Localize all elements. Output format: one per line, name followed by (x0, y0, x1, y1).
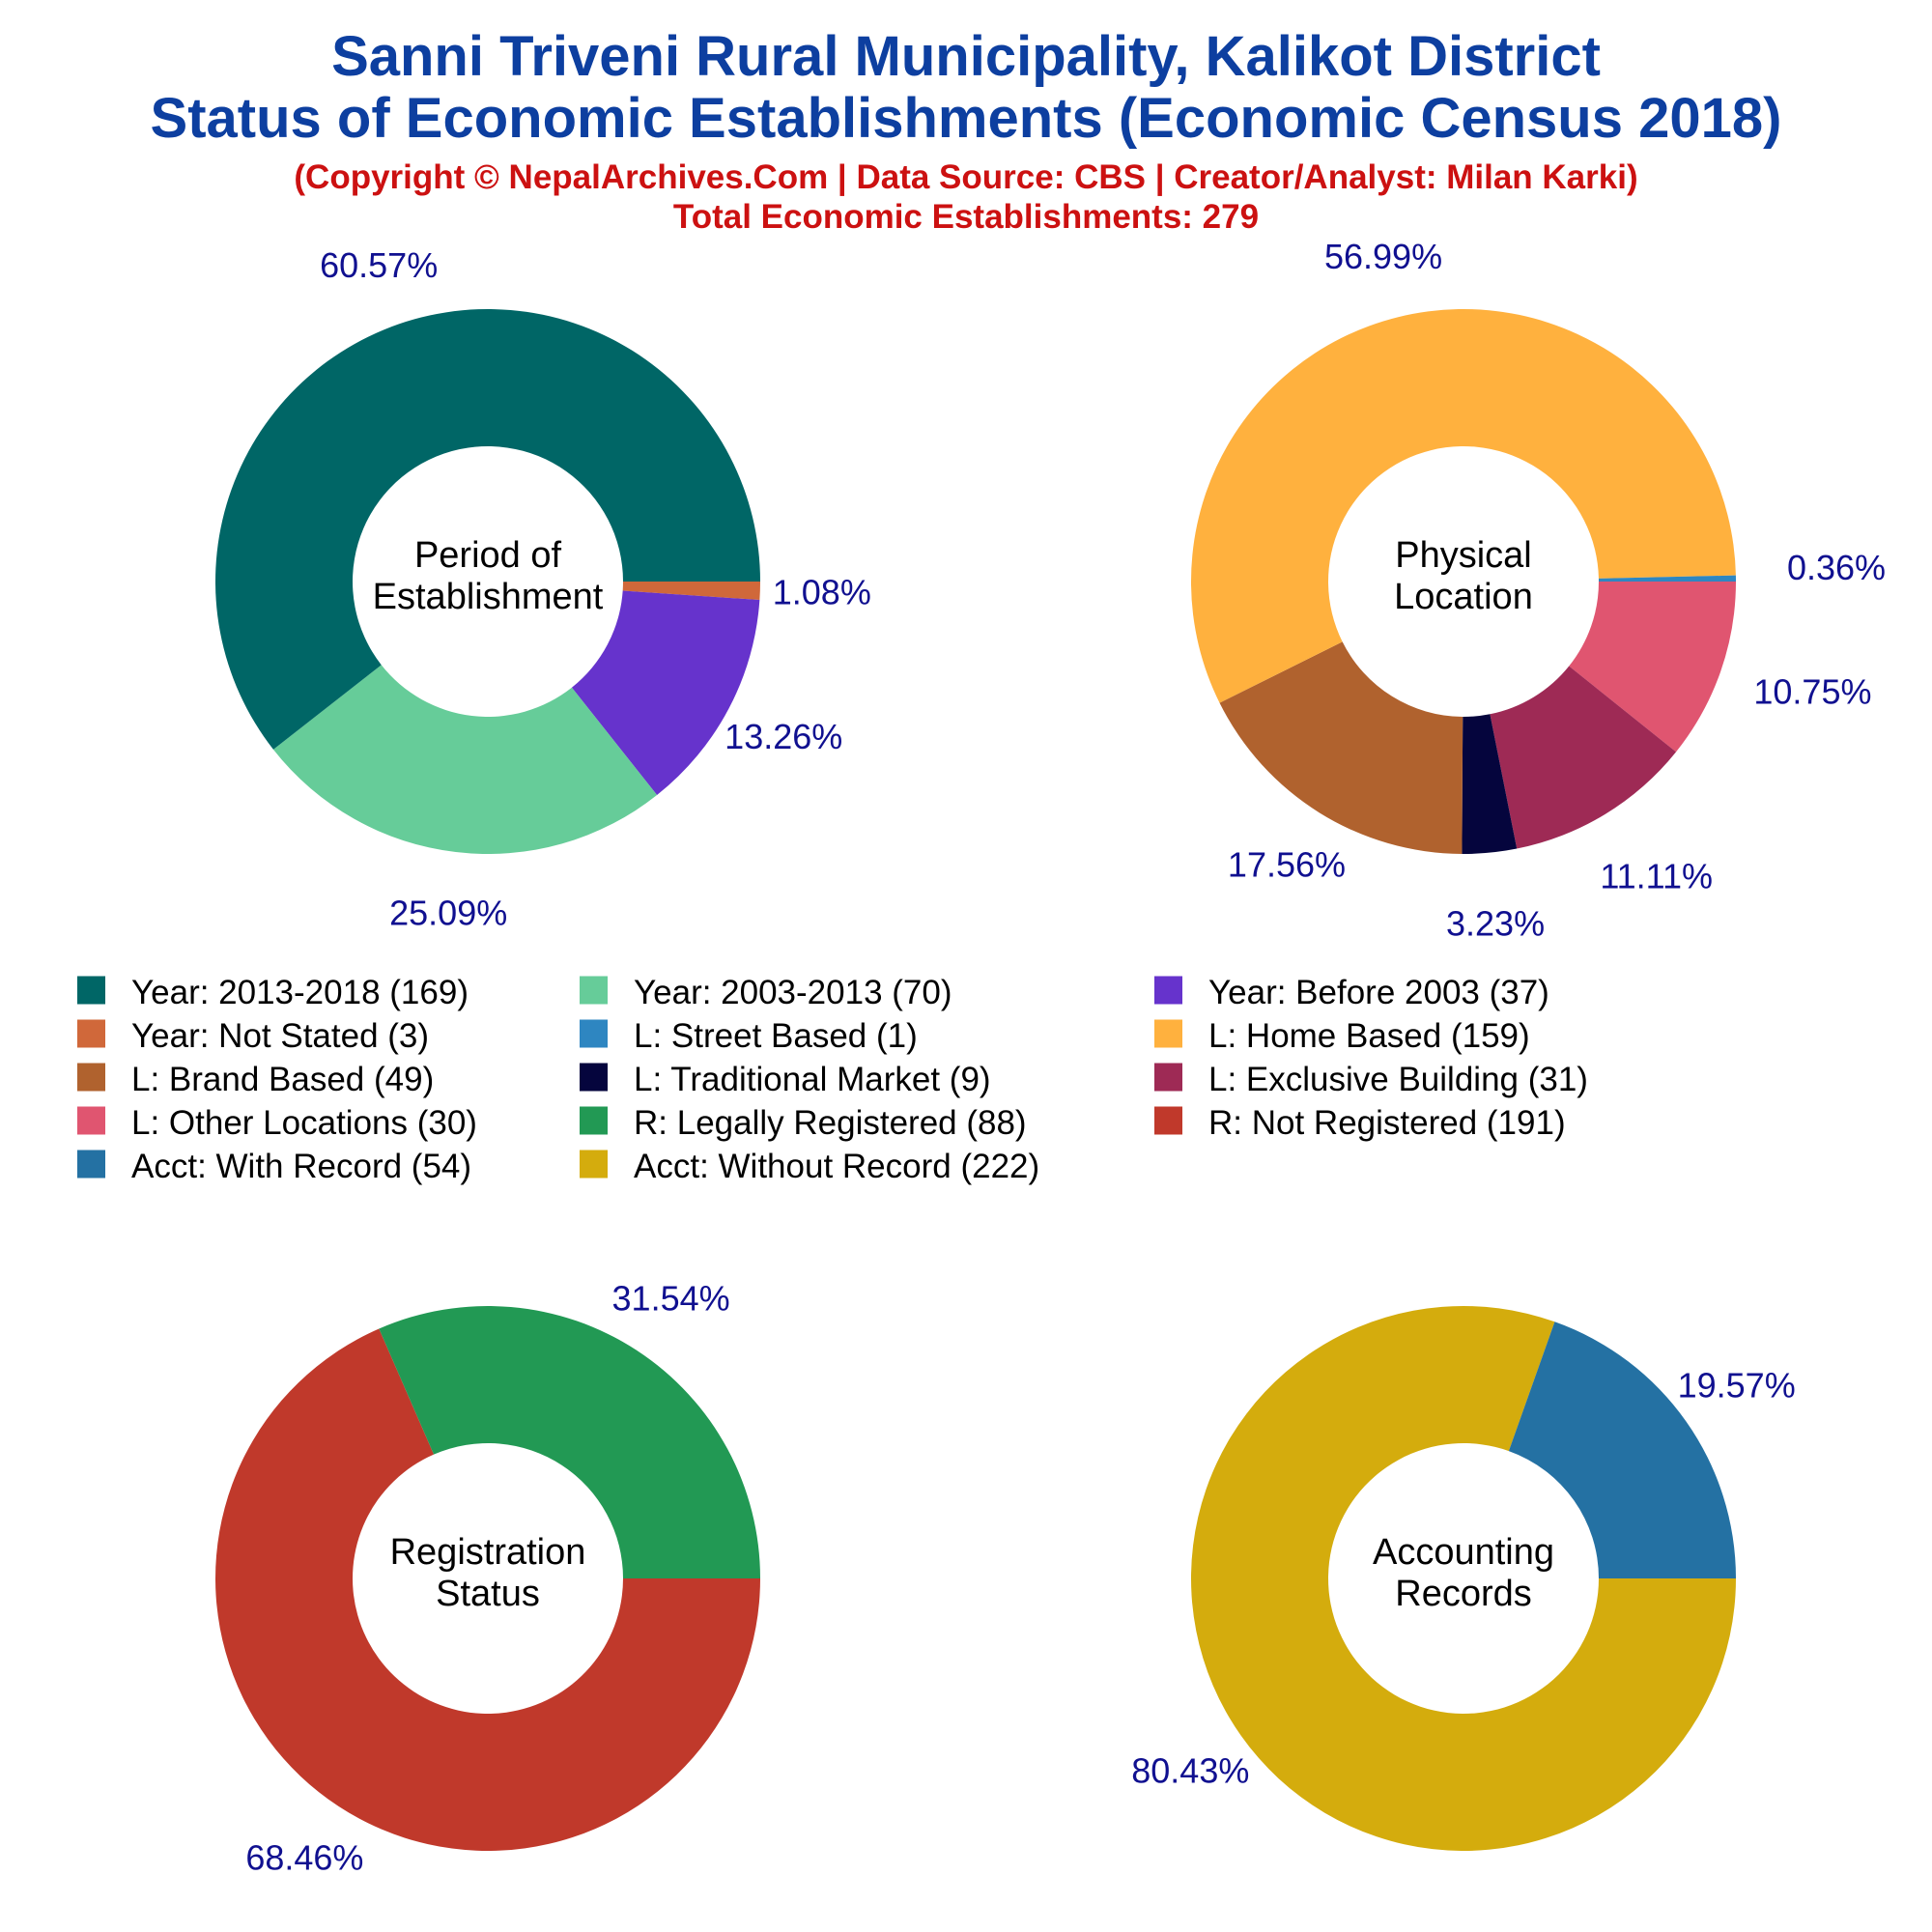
donut-physical-location: 10.75% 11.11% 3.23% 17.56% 56.99% 0.36% Physic… (1191, 237, 1886, 943)
legend-swatch (77, 1063, 105, 1092)
legend-swatch (1154, 1063, 1182, 1092)
slice-l-other-locations (1569, 582, 1736, 753)
legend-swatch (77, 1019, 105, 1048)
slice-acct-without-record (1190, 1306, 1736, 1851)
slice-year-not-stated (622, 582, 761, 601)
donut-center-label: Status (436, 1574, 540, 1614)
legend-label: L: Other Locations (30) (131, 1104, 477, 1142)
legend-item: Year: 2003-2013 (70) (580, 974, 952, 1011)
legend-swatch (77, 976, 105, 1005)
legend-swatch (77, 1106, 105, 1135)
legend-item: L: Brand Based (49) (77, 1061, 434, 1098)
slice-acct-with-record (1508, 1321, 1736, 1578)
legend: Year: 2013-2018 (169) Year: 2003-2013 (70… (77, 974, 1588, 1185)
legend-swatch (1154, 1019, 1182, 1048)
donut-center-label: Registration (390, 1532, 586, 1573)
legend-label: L: Traditional Market (9) (634, 1061, 991, 1098)
slice-percent-label: 17.56% (1228, 845, 1346, 885)
legend-label: R: Not Registered (191) (1208, 1104, 1566, 1142)
donut-center-label: Location (1394, 577, 1533, 617)
slice-year-2013-2018 (215, 309, 761, 750)
legend-swatch (580, 1019, 608, 1048)
legend-label: L: Street Based (1) (634, 1017, 918, 1055)
legend-item: Year: Not Stated (3) (77, 1017, 429, 1055)
donut-center-label: Establishment (373, 577, 604, 617)
slice-percent-label: 10.75% (1753, 672, 1871, 712)
legend-swatch (580, 976, 608, 1005)
legend-swatch (580, 1106, 608, 1135)
legend-swatch (1154, 976, 1182, 1005)
legend-item: L: Traditional Market (9) (580, 1061, 991, 1098)
slice-year-before-2003 (571, 590, 760, 796)
slice-l-street-based (1598, 575, 1736, 582)
legend-item: L: Other Locations (30) (77, 1104, 477, 1142)
chart-title-line2: Status of Economic Establishments (Econo… (151, 87, 1782, 150)
legend-item: Acct: With Record (54) (77, 1148, 471, 1185)
slice-year-2003-2013 (272, 665, 658, 855)
slice-percent-label: 0.36% (1787, 548, 1886, 587)
legend-item: L: Exclusive Building (31) (1154, 1061, 1588, 1098)
slice-l-home-based (1191, 308, 1736, 703)
donut-center-label: Accounting (1373, 1532, 1554, 1573)
slice-percent-label: 11.11% (1600, 857, 1713, 896)
slice-percent-label: 25.09% (389, 894, 507, 933)
slice-percent-label: 56.99% (1324, 237, 1442, 276)
slice-percent-label: 31.54% (612, 1279, 730, 1319)
slice-l-exclusive-building (1490, 666, 1677, 849)
legend-item: Year: Before 2003 (37) (1154, 974, 1549, 1011)
donut-center-label: Period of (414, 535, 562, 576)
legend-label: Year: Not Stated (3) (131, 1017, 429, 1055)
legend-label: Acct: With Record (54) (131, 1148, 471, 1185)
legend-item: R: Not Registered (191) (1154, 1104, 1566, 1142)
slice-percent-label: 60.57% (320, 245, 438, 285)
legend-label: Year: Before 2003 (37) (1208, 974, 1549, 1011)
slice-percent-label: 3.23% (1446, 903, 1545, 943)
legend-label: Year: 2003-2013 (70) (634, 974, 952, 1011)
slice-percent-label: 13.26% (724, 717, 842, 756)
legend-swatch (77, 1150, 105, 1179)
slice-percent-label: 19.57% (1678, 1365, 1796, 1405)
donut-charts: 1.08% 13.26% 25.09% 60.57% Period ofEstablis… (215, 237, 1886, 1877)
legend-swatch (1154, 1106, 1182, 1135)
legend-label: R: Legally Registered (88) (634, 1104, 1027, 1142)
legend-swatch (580, 1150, 608, 1179)
legend-label: L: Exclusive Building (31) (1208, 1061, 1588, 1098)
slice-l-traditional-market (1462, 714, 1518, 854)
slice-percent-label: 68.46% (245, 1837, 363, 1877)
legend-label: L: Brand Based (49) (131, 1061, 434, 1098)
legend-label: L: Home Based (159) (1208, 1017, 1530, 1055)
legend-item: R: Legally Registered (88) (580, 1104, 1027, 1142)
chart-subtitle-total: Total Economic Establishments: 279 (673, 198, 1259, 236)
chart-title-line1: Sanni Triveni Rural Municipality, Kaliko… (331, 25, 1601, 88)
legend-label: Acct: Without Record (222) (634, 1148, 1039, 1185)
slice-percent-label: 1.08% (773, 573, 871, 612)
slice-percent-label: 80.43% (1131, 1751, 1249, 1791)
legend-label: Year: 2013-2018 (169) (131, 974, 469, 1011)
slice-l-brand-based (1219, 641, 1463, 854)
legend-item: L: Home Based (159) (1154, 1017, 1530, 1055)
chart-subtitle-copyright: (Copyright © NepalArchives.Com | Data So… (294, 158, 1637, 196)
donut-period-of-establishment: 1.08% 13.26% 25.09% 60.57% Period ofEstablis… (215, 245, 871, 933)
legend-item: Year: 2013-2018 (169) (77, 974, 469, 1011)
legend-item: Acct: Without Record (222) (580, 1148, 1039, 1185)
legend-swatch (580, 1063, 608, 1092)
slice-r-legally-registered (379, 1306, 760, 1578)
donut-center-label: Physical (1395, 535, 1532, 576)
slice-r-not-registered (215, 1328, 761, 1851)
donut-center-label: Records (1395, 1574, 1532, 1614)
legend-item: L: Street Based (1) (580, 1017, 918, 1055)
